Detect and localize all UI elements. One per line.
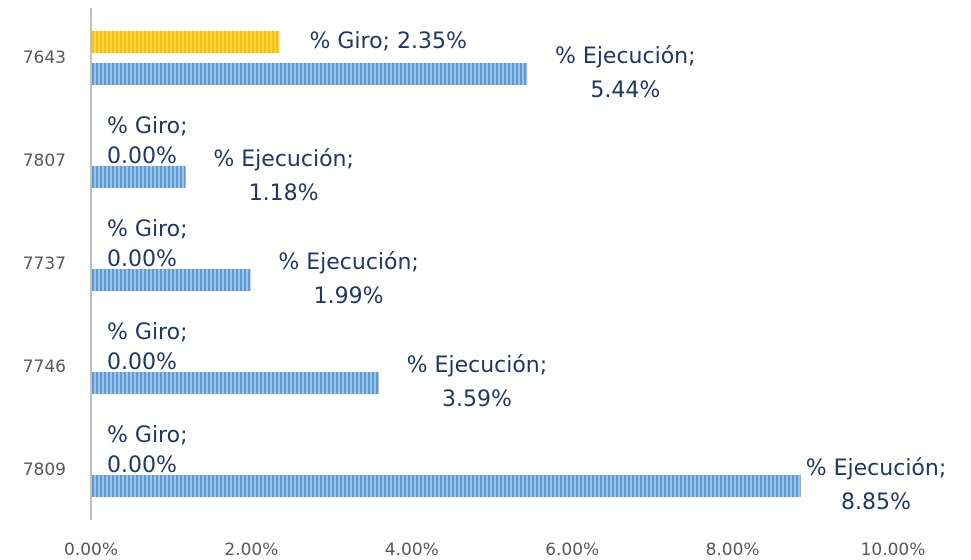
- data-label-line: % Giro;: [107, 423, 188, 448]
- data-label-line: 1.99%: [314, 284, 384, 309]
- data-label: % Ejecución; 1.18%: [213, 147, 354, 206]
- data-label-line: 3.59%: [442, 387, 512, 412]
- y-tick-label: 7737: [23, 254, 66, 274]
- data-label: % Ejecución; 3.59%: [407, 353, 548, 412]
- data-label-line: 0.00%: [107, 247, 177, 272]
- bar: [91, 372, 379, 394]
- bar: [91, 475, 801, 497]
- bar: [91, 269, 251, 291]
- data-label-line: % Giro;: [107, 114, 188, 139]
- x-tick-label: 10.00%: [861, 540, 926, 560]
- data-label: % Ejecución; 1.99%: [278, 250, 419, 309]
- data-label-line: % Ejecución;: [407, 353, 548, 378]
- y-tick-label: 7807: [23, 151, 66, 171]
- data-label-line: 0.00%: [107, 144, 177, 169]
- x-tick-label: 2.00%: [224, 540, 278, 560]
- data-label: % Giro; 0.00%: [107, 423, 188, 478]
- data-label: % Giro; 2.35%: [309, 29, 466, 54]
- data-label: % Ejecución; 5.44%: [555, 44, 696, 103]
- data-label-line: % Ejecución;: [806, 456, 947, 481]
- y-tick-label: 7746: [23, 357, 66, 377]
- x-tick-label: 6.00%: [545, 540, 599, 560]
- data-label: % Giro; 0.00%: [107, 114, 188, 169]
- bar: [91, 31, 280, 53]
- data-label-line: 1.18%: [249, 181, 319, 206]
- x-tick-label: 8.00%: [706, 540, 760, 560]
- bar: [91, 63, 528, 85]
- data-label-line: 0.00%: [107, 453, 177, 478]
- data-label-line: % Giro;: [107, 217, 188, 242]
- data-label-line: 8.85%: [841, 490, 911, 515]
- data-label-line: % Ejecución;: [213, 147, 354, 172]
- data-label-line: 0.00%: [107, 350, 177, 375]
- data-label-line: % Ejecución;: [555, 44, 696, 69]
- data-label-line: % Giro;: [107, 320, 188, 345]
- data-label: % Giro; 0.00%: [107, 217, 188, 272]
- data-label: % Giro; 0.00%: [107, 320, 188, 375]
- x-tick-label: 4.00%: [385, 540, 439, 560]
- data-label-line: % Ejecución;: [278, 250, 419, 275]
- bar: [91, 166, 186, 188]
- x-tick-label: 0.00%: [64, 540, 118, 560]
- y-tick-label: 7643: [23, 48, 66, 68]
- data-label-line: 5.44%: [590, 78, 660, 103]
- y-tick-label: 7809: [23, 460, 66, 480]
- data-label: % Ejecución; 8.85%: [806, 456, 947, 515]
